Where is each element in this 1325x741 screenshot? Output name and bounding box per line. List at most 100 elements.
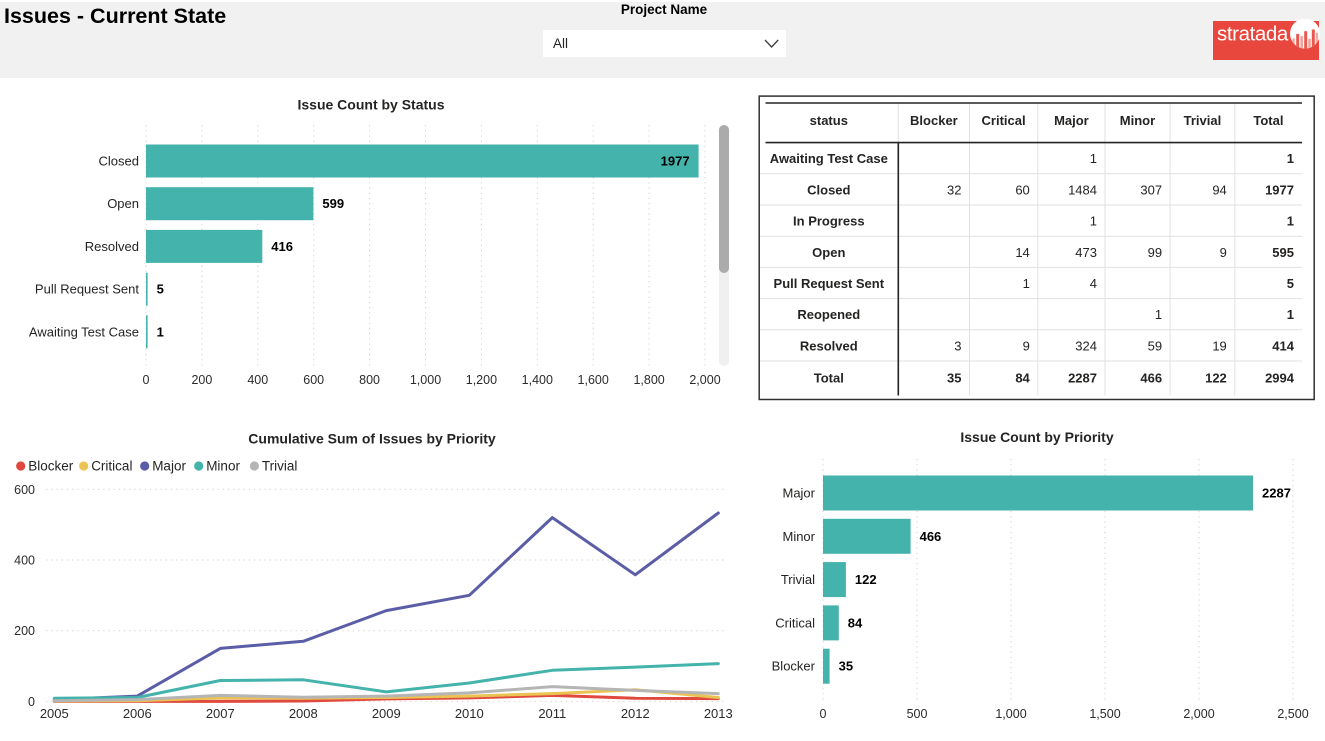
svg-text:1,800: 1,800 <box>633 373 664 387</box>
svg-text:Reopened: Reopened <box>797 307 860 322</box>
svg-text:1: 1 <box>1155 307 1162 322</box>
svg-text:600: 600 <box>14 483 35 497</box>
svg-text:1,200: 1,200 <box>466 373 497 387</box>
svg-text:35: 35 <box>947 370 961 385</box>
svg-text:1977: 1977 <box>661 154 690 169</box>
svg-text:Open: Open <box>107 196 139 211</box>
svg-text:2008: 2008 <box>289 706 318 721</box>
svg-text:595: 595 <box>1272 245 1294 260</box>
svg-text:Trivial: Trivial <box>262 459 298 474</box>
svg-text:2287: 2287 <box>1068 370 1097 385</box>
svg-text:466: 466 <box>1140 370 1162 385</box>
svg-text:400: 400 <box>247 373 268 387</box>
svg-text:0: 0 <box>820 707 827 721</box>
svg-text:Closed: Closed <box>807 182 850 197</box>
svg-text:416: 416 <box>271 239 293 254</box>
svg-text:Major: Major <box>782 486 815 501</box>
svg-text:Trivial: Trivial <box>1184 113 1222 128</box>
svg-text:9: 9 <box>1220 245 1227 260</box>
svg-text:1: 1 <box>157 324 164 339</box>
svg-text:84: 84 <box>848 615 863 630</box>
svg-text:1: 1 <box>1287 151 1294 166</box>
svg-text:Awaiting Test Case: Awaiting Test Case <box>770 151 888 166</box>
svg-text:Trivial: Trivial <box>781 572 815 587</box>
svg-text:Issue Count by Status: Issue Count by Status <box>297 97 444 113</box>
svg-text:Resolved: Resolved <box>800 338 858 353</box>
svg-text:122: 122 <box>1205 370 1227 385</box>
svg-text:2,000: 2,000 <box>689 373 720 387</box>
svg-text:Critical: Critical <box>982 113 1026 128</box>
svg-text:1,000: 1,000 <box>410 373 441 387</box>
svg-text:Blocker: Blocker <box>28 459 74 474</box>
svg-text:Major: Major <box>152 459 186 474</box>
svg-text:status: status <box>810 113 848 128</box>
svg-text:2010: 2010 <box>455 706 484 721</box>
svg-text:1: 1 <box>1287 307 1294 322</box>
svg-text:2011: 2011 <box>538 706 566 721</box>
svg-text:stratada: stratada <box>1217 23 1289 46</box>
svg-text:0: 0 <box>28 695 35 709</box>
svg-text:307: 307 <box>1140 182 1162 197</box>
svg-text:2,000: 2,000 <box>1183 707 1214 721</box>
svg-text:1,400: 1,400 <box>522 373 553 387</box>
svg-text:99: 99 <box>1148 245 1162 260</box>
svg-text:84: 84 <box>1015 370 1030 385</box>
svg-text:19: 19 <box>1212 338 1226 353</box>
svg-text:Critical: Critical <box>775 615 815 630</box>
svg-text:2007: 2007 <box>206 706 235 721</box>
svg-text:122: 122 <box>855 572 877 587</box>
svg-text:Critical: Critical <box>91 459 132 474</box>
svg-text:1: 1 <box>1090 214 1097 229</box>
svg-text:Pull Request Sent: Pull Request Sent <box>35 282 139 297</box>
svg-text:2,500: 2,500 <box>1277 707 1308 721</box>
svg-text:Open: Open <box>812 245 845 260</box>
svg-text:800: 800 <box>359 373 380 387</box>
svg-text:1,600: 1,600 <box>578 373 609 387</box>
svg-text:Cumulative Sum of Issues by Pr: Cumulative Sum of Issues by Priority <box>248 431 496 447</box>
svg-text:Total: Total <box>1253 113 1283 128</box>
svg-text:Major: Major <box>1054 113 1089 128</box>
svg-text:2994: 2994 <box>1265 370 1295 385</box>
svg-text:Issue Count by Priority: Issue Count by Priority <box>960 429 1113 445</box>
svg-text:94: 94 <box>1212 182 1226 197</box>
svg-text:473: 473 <box>1075 245 1097 260</box>
svg-text:2005: 2005 <box>40 706 69 721</box>
svg-text:466: 466 <box>920 529 942 544</box>
svg-text:Total: Total <box>814 370 844 385</box>
svg-text:2287: 2287 <box>1262 486 1291 501</box>
svg-text:1: 1 <box>1023 276 1030 291</box>
svg-text:60: 60 <box>1015 182 1029 197</box>
svg-text:600: 600 <box>303 373 324 387</box>
svg-text:Resolved: Resolved <box>85 239 139 254</box>
svg-text:Pull Request Sent: Pull Request Sent <box>774 276 885 291</box>
svg-text:0: 0 <box>143 373 150 387</box>
svg-text:14: 14 <box>1015 245 1029 260</box>
svg-text:2006: 2006 <box>123 706 152 721</box>
svg-text:1: 1 <box>1090 151 1097 166</box>
svg-text:Blocker: Blocker <box>772 659 816 674</box>
svg-text:In Progress: In Progress <box>793 214 865 229</box>
svg-text:200: 200 <box>14 624 35 638</box>
svg-text:500: 500 <box>907 707 928 721</box>
svg-text:5: 5 <box>157 282 164 297</box>
svg-text:2012: 2012 <box>621 706 650 721</box>
svg-text:1977: 1977 <box>1265 182 1294 197</box>
svg-text:1,500: 1,500 <box>1089 707 1120 721</box>
svg-text:Minor: Minor <box>206 459 240 474</box>
svg-text:1484: 1484 <box>1068 182 1097 197</box>
svg-text:32: 32 <box>947 182 961 197</box>
svg-text:Closed: Closed <box>99 154 139 169</box>
svg-text:59: 59 <box>1148 338 1162 353</box>
svg-text:4: 4 <box>1090 276 1097 291</box>
svg-text:2009: 2009 <box>372 706 401 721</box>
svg-text:Blocker: Blocker <box>910 113 958 128</box>
svg-text:324: 324 <box>1075 338 1097 353</box>
svg-text:200: 200 <box>191 373 212 387</box>
svg-text:1,000: 1,000 <box>995 707 1026 721</box>
svg-text:Minor: Minor <box>1120 113 1155 128</box>
svg-text:599: 599 <box>322 196 344 211</box>
svg-text:414: 414 <box>1272 338 1294 353</box>
svg-text:Minor: Minor <box>782 529 815 544</box>
svg-text:400: 400 <box>14 554 35 568</box>
svg-text:9: 9 <box>1023 338 1030 353</box>
